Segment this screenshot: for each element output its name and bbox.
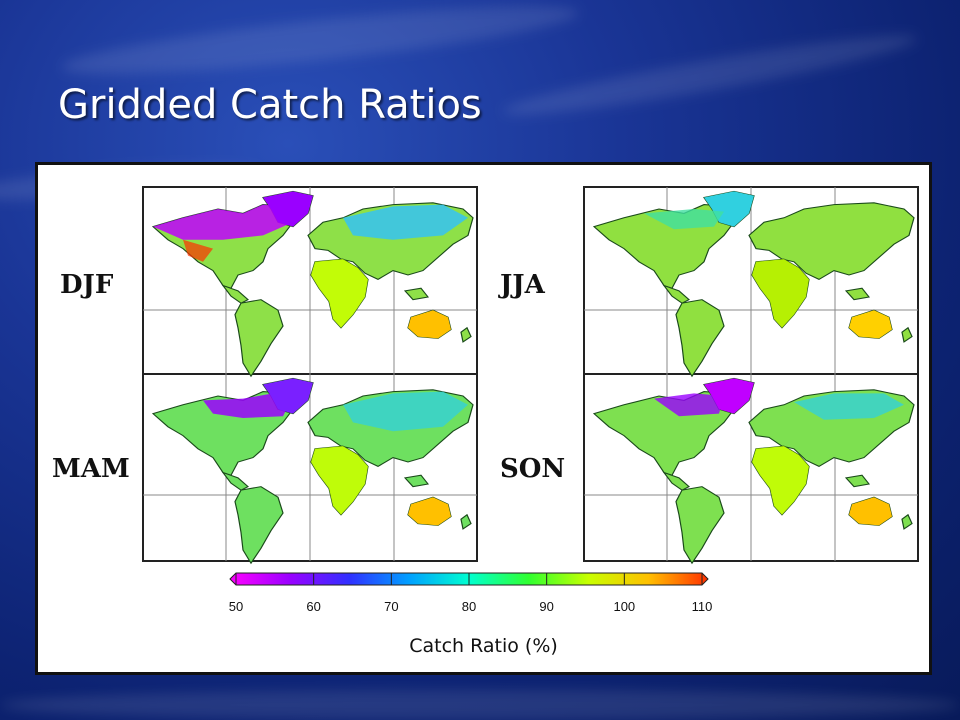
figure-canvas: DJF JJA MAM SON 50 60 70 80 90 100 110 xyxy=(52,186,919,614)
colorbar-ticks: 50 60 70 80 90 100 110 xyxy=(229,573,713,614)
map-jja xyxy=(593,190,915,377)
colorbar-tick-label: 100 xyxy=(613,599,635,614)
season-label-son: SON xyxy=(500,454,565,484)
background-streak xyxy=(59,0,581,88)
colorbar: 50 60 70 80 90 100 110 xyxy=(229,572,713,614)
map-mam xyxy=(152,377,474,564)
season-label-jja: JJA xyxy=(498,270,546,300)
map-djf xyxy=(152,190,474,377)
background-streak xyxy=(500,23,920,127)
map-panel-group-left xyxy=(142,186,478,564)
colorbar-tick-label: 90 xyxy=(539,599,553,614)
background-streak xyxy=(0,690,960,720)
map-panel-group-right xyxy=(583,186,919,564)
slide-title: Gridded Catch Ratios xyxy=(58,82,482,128)
colorbar-tick-label: 80 xyxy=(462,599,476,614)
colorbar-tick-label: 60 xyxy=(306,599,320,614)
colorbar-tick-label: 110 xyxy=(692,599,713,614)
season-label-mam: MAM xyxy=(52,454,130,484)
colorbar-label: Catch Ratio (%) xyxy=(409,635,558,657)
figure-panel: DJF JJA MAM SON 50 60 70 80 90 100 110 Catch R… xyxy=(35,162,932,675)
colorbar-tick-label: 50 xyxy=(229,599,243,614)
colorbar-tick-label: 70 xyxy=(384,599,398,614)
season-label-djf: DJF xyxy=(60,270,114,300)
map-son xyxy=(593,377,915,564)
